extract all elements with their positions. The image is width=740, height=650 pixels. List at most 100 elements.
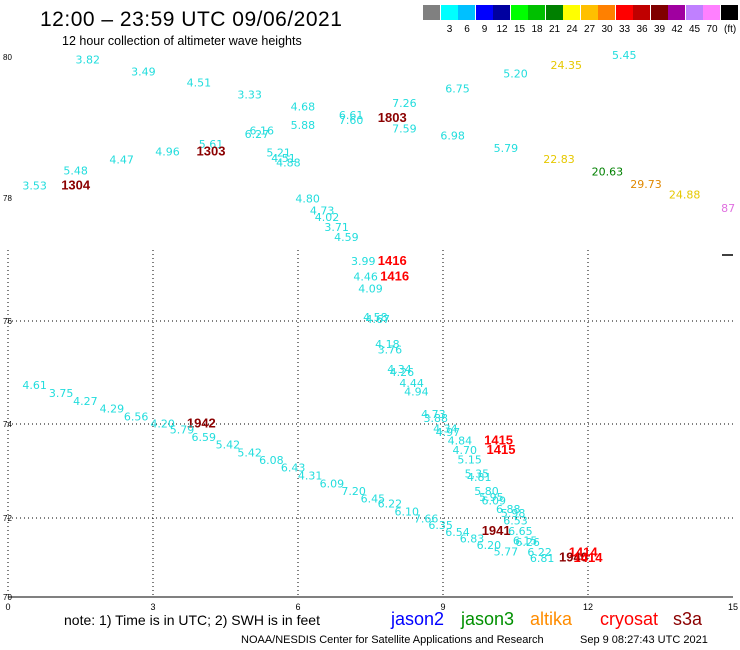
wave-height-label: 4.58 <box>363 311 388 324</box>
wave-height-label: 3.53 <box>22 180 47 193</box>
wave-height-label: 6.43 <box>281 461 306 474</box>
color-legend-label: 39 <box>653 24 666 35</box>
latitude-tick-label: 74 <box>3 420 12 429</box>
wave-height-label: 4.02 <box>315 211 340 224</box>
wave-height-label: 4.94 <box>404 386 429 399</box>
wave-height-label: 5.98 <box>501 507 526 520</box>
pass-time-label: 1416 <box>378 253 407 268</box>
wave-height-label: 4.18 <box>375 338 400 351</box>
wave-height-label: 6.98 <box>440 129 465 142</box>
wave-height-label: 4.44 <box>399 377 424 390</box>
wave-height-label: 6.22 <box>527 546 552 559</box>
color-legend-label: 18 <box>531 24 543 35</box>
wave-height-label: 4.27 <box>73 395 98 408</box>
wave-height-label: 4.84 <box>448 435 473 448</box>
color-swatch <box>458 5 475 20</box>
wave-height-label: 5.20 <box>503 67 528 80</box>
color-swatch <box>668 5 685 20</box>
wave-height-label: 6.16 <box>250 125 275 138</box>
longitude-tick-label: 9 <box>440 602 445 612</box>
wave-height-label: 4.46 <box>353 270 378 283</box>
color-legend-label: 42 <box>671 24 683 35</box>
color-legend-label: 15 <box>513 24 526 35</box>
color-legend-label: 3 <box>446 24 453 35</box>
color-legend-label: 9 <box>481 24 488 35</box>
color-swatch <box>545 5 563 20</box>
credit-line: NOAA/NESDIS Center for Satellite Applica… <box>241 634 544 646</box>
wave-height-label: 4.26 <box>390 366 415 379</box>
color-swatch <box>633 5 650 20</box>
wave-height-label: 5.95 <box>479 491 504 504</box>
wave-height-label: 5.21 <box>266 146 291 159</box>
wave-height-label: 3.49 <box>131 65 156 78</box>
color-swatch <box>528 5 545 20</box>
color-swatch <box>563 5 580 20</box>
wave-height-label: 6.53 <box>503 515 528 528</box>
color-legend-label: 33 <box>618 24 631 35</box>
color-swatch <box>475 5 493 20</box>
wave-height-label: 6.88 <box>496 503 521 516</box>
wave-height-label: 4.61 <box>22 379 47 392</box>
wave-height-label: 6.22 <box>378 498 403 511</box>
longitude-tick-label: 0 <box>5 602 10 612</box>
wave-height-label: 4.97 <box>436 426 461 439</box>
pass-time-label: 1415 <box>484 433 513 448</box>
wave-height-label: 3.88 <box>424 412 449 425</box>
wave-height-label: 4.09 <box>358 283 383 296</box>
latitude-tick-label: 80 <box>3 53 12 62</box>
color-swatch <box>703 5 720 20</box>
wave-height-label: 6.15 <box>513 534 538 547</box>
pass-time-label: 1803 <box>378 110 407 125</box>
wave-height-label: 6.10 <box>395 506 420 519</box>
wave-height-label: 5.35 <box>465 468 490 481</box>
wave-height-label: 7.59 <box>392 122 417 135</box>
color-swatch <box>615 5 633 20</box>
wave-height-label: 6.75 <box>445 82 470 95</box>
wave-height-label: 7.26 <box>392 97 417 110</box>
wave-height-label: 5.42 <box>216 438 241 451</box>
latitude-tick-label: 70 <box>3 593 12 602</box>
color-legend-label: 12 <box>496 24 508 35</box>
wave-height-label: 5.79 <box>494 142 519 155</box>
color-legend-label: 45 <box>688 24 701 35</box>
wave-height-label: 5.45 <box>612 49 637 62</box>
satellite-s3a: s3a <box>673 609 703 629</box>
wave-height-label: 20.63 <box>592 165 624 178</box>
wave-height-label: 4.51 <box>271 152 296 165</box>
wave-height-label: 5.42 <box>237 446 262 459</box>
wave-height-label: 4.96 <box>155 146 180 159</box>
wave-height-label: 4.68 <box>291 101 316 114</box>
wave-height-label: 6.35 <box>428 519 453 532</box>
wave-height-label: 4.47 <box>109 153 134 166</box>
pass-time-label: 1416 <box>380 268 409 283</box>
wave-height-label: 6.61 <box>339 109 364 122</box>
wave-height-label: 6.09 <box>482 494 507 507</box>
wave-height-label: 3.76 <box>378 343 403 356</box>
color-swatch <box>720 5 738 20</box>
wave-height-label: 4.34 <box>387 363 412 376</box>
wave-height-label: 7.20 <box>341 485 366 498</box>
color-swatch <box>493 5 510 20</box>
satellite-jason3: jason3 <box>461 609 515 629</box>
pass-time-label: 1414 <box>569 545 599 560</box>
wave-height-label: 3.33 <box>237 89 262 102</box>
wave-height-label: 5.61 <box>199 138 224 151</box>
color-legend-label: 36 <box>636 24 648 35</box>
color-swatch <box>510 5 528 20</box>
color-swatch <box>580 5 598 20</box>
wave-height-label: 5.80 <box>474 485 499 498</box>
wave-height-label: 24.35 <box>551 59 583 72</box>
color-legend-label: 6 <box>464 24 470 35</box>
satellite-altika: altika <box>530 609 573 629</box>
color-swatch <box>423 5 440 20</box>
color-swatch <box>650 5 668 20</box>
wave-height-label: 6.20 <box>477 539 502 552</box>
latitude-tick-label: 78 <box>3 194 12 203</box>
color-legend-label: 24 <box>566 24 578 35</box>
color-legend-label: 27 <box>583 24 596 35</box>
longitude-tick-label: 15 <box>728 602 738 612</box>
map-subtitle: 12 hour collection of altimeter wave hei… <box>62 34 302 48</box>
wave-height-label: 4.51 <box>187 77 212 90</box>
pass-time-label: 1940 <box>559 549 588 564</box>
satellite-jason2: jason2 <box>391 609 445 629</box>
